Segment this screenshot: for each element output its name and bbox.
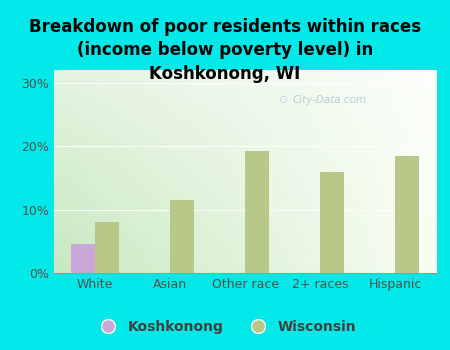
Bar xyxy=(170,200,194,273)
Legend: Koshkonong, Wisconsin: Koshkonong, Wisconsin xyxy=(89,314,361,340)
Bar xyxy=(245,151,269,273)
Text: Breakdown of poor residents within races
(income below poverty level) in
Koshkon: Breakdown of poor residents within races… xyxy=(29,18,421,83)
Bar xyxy=(320,172,344,273)
Bar xyxy=(395,156,419,273)
Bar xyxy=(95,222,119,273)
Text: ⊙: ⊙ xyxy=(279,96,288,105)
Bar xyxy=(71,244,95,273)
Text: City-Data.com: City-Data.com xyxy=(292,96,366,105)
